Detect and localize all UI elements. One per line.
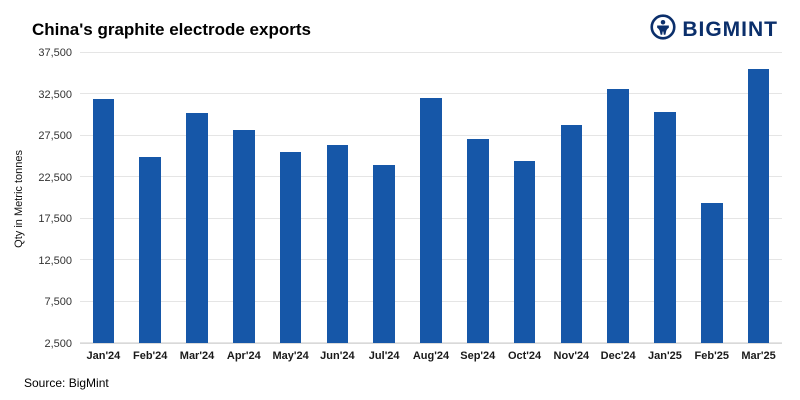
bar-Sep'24 bbox=[467, 139, 489, 343]
bar-slot bbox=[548, 53, 595, 343]
bar-Feb'25 bbox=[701, 202, 723, 343]
y-axis: 2,500 7,500 12,500 17,500 22,500 27,500 32,500… bbox=[28, 47, 80, 350]
bar-Apr'24 bbox=[233, 130, 255, 343]
bar-Aug'24 bbox=[420, 97, 442, 343]
x-tick-label: Apr'24 bbox=[226, 350, 261, 362]
gridline bbox=[80, 52, 782, 53]
bar-Jun'24 bbox=[326, 144, 349, 343]
x-tick-label: Feb'24 bbox=[132, 350, 168, 362]
bar-slot bbox=[220, 53, 267, 343]
bar-slot bbox=[80, 53, 127, 343]
x-tick-label: Dec'24 bbox=[600, 350, 636, 362]
y-tick-label: 2,500 bbox=[44, 338, 72, 350]
y-tick-label: 17,500 bbox=[38, 213, 72, 226]
x-tick-label: Mar'24 bbox=[179, 350, 215, 362]
y-tick-label: 32,500 bbox=[38, 88, 72, 101]
y-tick-label: 7,500 bbox=[44, 296, 72, 309]
bar-Jul'24 bbox=[373, 164, 395, 343]
x-tick-label: Sep'24 bbox=[460, 350, 496, 362]
x-tick-label: Jun'24 bbox=[320, 350, 355, 362]
y-tick-label: 12,500 bbox=[38, 254, 72, 267]
bar-slot bbox=[688, 53, 735, 343]
bar-slot bbox=[735, 53, 782, 343]
brand-logo: BIGMINT bbox=[650, 14, 778, 45]
bar-Jan'25 bbox=[654, 111, 676, 343]
bar-Dec'24 bbox=[607, 89, 629, 343]
plot-area bbox=[80, 52, 782, 344]
bar-slot bbox=[408, 53, 455, 343]
bar-Oct'24 bbox=[513, 160, 536, 343]
bar-slot bbox=[595, 53, 642, 343]
x-tick-label: Jul'24 bbox=[368, 350, 400, 362]
bigmint-logo-icon bbox=[650, 14, 676, 45]
bar-Mar'25 bbox=[747, 68, 770, 343]
y-axis-label-wrap: Qty in Metric tonnes bbox=[10, 53, 28, 344]
x-tick-label: Feb'25 bbox=[694, 350, 729, 362]
y-tick-label: 37,500 bbox=[38, 47, 72, 59]
x-axis: Jan'24 Feb'24 Mar'24 Apr'24 May'24 Jun'24 Jul'… bbox=[80, 344, 782, 368]
bar-Feb'24 bbox=[139, 156, 161, 343]
x-tick-label: Jan'25 bbox=[648, 350, 682, 362]
bar-chart: Qty in Metric tonnes 2,500 7,500 12,500 17,… bbox=[10, 47, 782, 368]
x-tick-label: Oct'24 bbox=[507, 350, 542, 362]
bar-slot bbox=[314, 53, 361, 343]
bar-Jan'24 bbox=[92, 98, 115, 343]
y-tick-label: 27,500 bbox=[38, 130, 72, 143]
bars-container bbox=[80, 53, 782, 343]
x-tick-label: May'24 bbox=[272, 350, 309, 362]
y-tick-label: 22,500 bbox=[38, 171, 72, 184]
x-tick-label: Nov'24 bbox=[553, 350, 590, 362]
bar-Nov'24 bbox=[560, 125, 583, 343]
x-tick-label: Mar'25 bbox=[741, 350, 776, 362]
bar-slot bbox=[501, 53, 548, 343]
bar-slot bbox=[454, 53, 501, 343]
bar-slot bbox=[361, 53, 408, 343]
y-axis-label: Qty in Metric tonnes bbox=[13, 149, 25, 248]
gridline bbox=[80, 93, 782, 95]
header: China's graphite electrode exports BIGMI… bbox=[10, 10, 782, 47]
x-tick-label: Jan'24 bbox=[86, 350, 121, 362]
bar-Mar'24 bbox=[186, 112, 208, 343]
source-note: Source: BigMint bbox=[24, 376, 109, 390]
chart-title: China's graphite electrode exports bbox=[32, 19, 311, 39]
bar-May'24 bbox=[279, 152, 302, 343]
brand-name: BIGMINT bbox=[682, 17, 778, 41]
bar-slot bbox=[642, 53, 689, 343]
x-tick-label: Aug'24 bbox=[412, 350, 450, 362]
bar-slot bbox=[174, 53, 221, 343]
bar-slot bbox=[127, 53, 174, 343]
bar-slot bbox=[267, 53, 314, 343]
